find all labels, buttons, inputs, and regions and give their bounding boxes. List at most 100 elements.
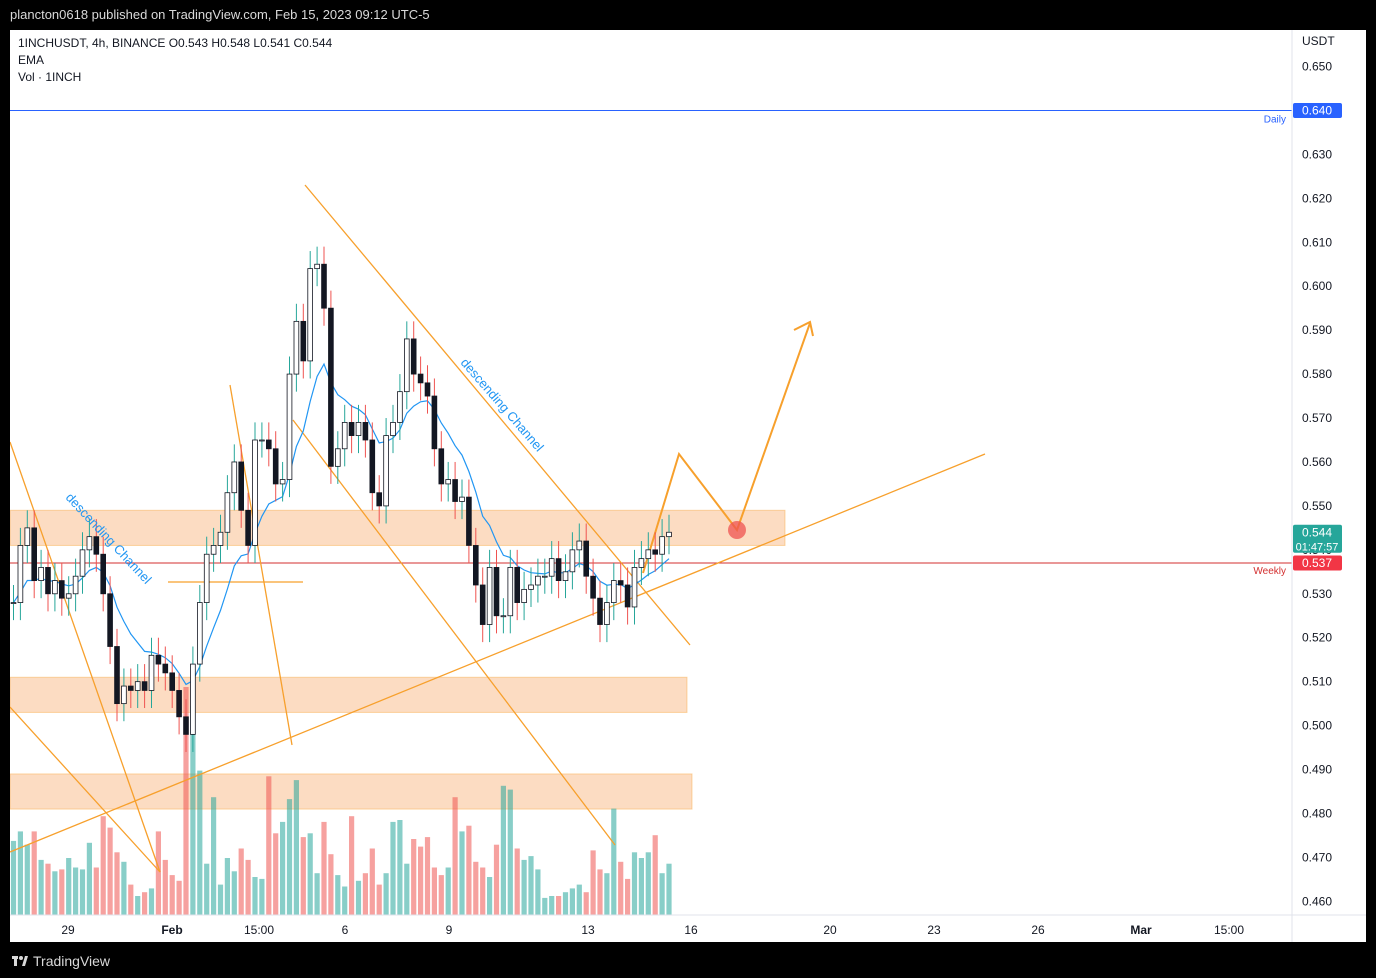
volume-bar xyxy=(79,869,86,915)
volume-bar xyxy=(335,875,341,915)
candle-body xyxy=(542,575,548,578)
candle-body xyxy=(17,545,24,603)
volume-bar xyxy=(238,848,244,915)
volume-bar xyxy=(597,869,603,915)
volume-bar xyxy=(349,816,355,915)
candle-body xyxy=(452,479,458,502)
volume-bar xyxy=(480,867,486,915)
volume-bar xyxy=(473,861,479,915)
candle-body xyxy=(431,395,438,450)
volume-bar xyxy=(659,873,665,915)
projection-arrow xyxy=(642,322,811,574)
price-tick-label: 0.520 xyxy=(1302,631,1332,645)
price-tick-label: 0.530 xyxy=(1302,587,1332,601)
candle-body xyxy=(169,672,176,691)
candle-body xyxy=(410,338,417,375)
footer: TradingView xyxy=(0,944,1376,978)
price-tick-label: 0.650 xyxy=(1302,60,1332,74)
symbol-ohlc-line: 1INCHUSDT, 4h, BINANCE O0.543 H0.548 L0.… xyxy=(18,36,333,50)
volume-bar xyxy=(583,892,589,915)
volume-bar xyxy=(514,848,520,915)
volume-bar xyxy=(211,797,217,915)
candle-body xyxy=(597,597,603,625)
retest-marker xyxy=(728,521,746,539)
candle-body xyxy=(617,580,624,586)
candle-body xyxy=(190,663,196,735)
projection-arrowhead xyxy=(793,320,814,337)
candle-body xyxy=(514,567,520,603)
candle-body xyxy=(24,527,31,546)
candle-body xyxy=(203,553,210,603)
volume-bar xyxy=(362,873,368,915)
candle-body xyxy=(38,567,44,581)
candle-body xyxy=(590,575,596,599)
volume-bar xyxy=(121,861,127,915)
candle-body xyxy=(279,479,286,485)
time-tick-label: 26 xyxy=(1031,923,1045,937)
volume-bar xyxy=(59,869,65,915)
volume-bar xyxy=(342,886,348,915)
price-tick-label: 0.620 xyxy=(1302,191,1332,205)
candle-body xyxy=(659,536,665,555)
candle-body xyxy=(666,531,672,538)
time-tick-label: 9 xyxy=(446,923,453,937)
candle-body xyxy=(121,685,127,705)
candle-body xyxy=(59,580,65,599)
candle-body xyxy=(79,549,86,577)
candle-body xyxy=(348,422,355,436)
time-tick-label: Mar xyxy=(1130,923,1152,937)
candle-body xyxy=(562,571,569,581)
candle-body xyxy=(507,567,514,617)
volume-bar xyxy=(507,789,513,915)
price-tick-label: 0.510 xyxy=(1302,675,1332,689)
last-price-label: 0.544 xyxy=(1302,525,1332,539)
volume-bar xyxy=(183,687,189,915)
trendline xyxy=(10,706,161,873)
volume-bar xyxy=(10,840,17,915)
candle-body xyxy=(583,540,589,577)
volume-bar xyxy=(176,880,182,915)
volume-bar xyxy=(52,871,58,915)
volume-bar xyxy=(224,858,230,915)
candle-body xyxy=(176,690,182,718)
volume-bar xyxy=(231,871,237,915)
candle-body xyxy=(611,580,617,603)
weekly-price-label: 0.537 xyxy=(1302,556,1332,570)
volume-bar xyxy=(418,846,424,915)
volume-bar xyxy=(321,821,327,915)
volume-bar xyxy=(487,877,493,915)
publish-header: plancton0618 published on TradingView.co… xyxy=(0,0,1376,30)
volume-bar xyxy=(252,877,258,915)
candle-body xyxy=(72,575,79,595)
price-tick-label: 0.600 xyxy=(1302,279,1332,293)
volume-bar xyxy=(155,831,161,915)
volume-bar xyxy=(390,821,396,915)
volume-bar xyxy=(280,821,286,915)
volume-bar xyxy=(190,706,196,915)
volume-bar xyxy=(438,875,444,915)
ema-indicator-label[interactable]: EMA xyxy=(18,53,45,67)
volume-indicator-label[interactable]: Vol · 1INCH xyxy=(18,70,82,84)
candle-body xyxy=(383,435,389,507)
candle-body xyxy=(10,602,17,604)
volume-bar xyxy=(169,875,175,915)
candle-body xyxy=(334,448,341,467)
candle-body xyxy=(438,448,445,485)
volume-bar xyxy=(293,780,299,915)
candle-body xyxy=(466,496,472,546)
trendline xyxy=(304,184,691,646)
volume-bar xyxy=(93,867,99,915)
candle-body xyxy=(535,575,541,586)
daily-level-tag: Daily xyxy=(1264,114,1286,125)
volume-bar xyxy=(307,833,313,915)
candle-body xyxy=(31,527,37,581)
volume-bar xyxy=(611,808,617,915)
price-tick-label: 0.570 xyxy=(1302,411,1332,425)
candle-body xyxy=(293,320,300,375)
candle-body xyxy=(162,663,169,674)
candle-body xyxy=(424,382,431,397)
price-tick-label: 0.590 xyxy=(1302,323,1332,337)
volume-bar xyxy=(66,858,72,915)
volume-bar xyxy=(542,897,548,915)
